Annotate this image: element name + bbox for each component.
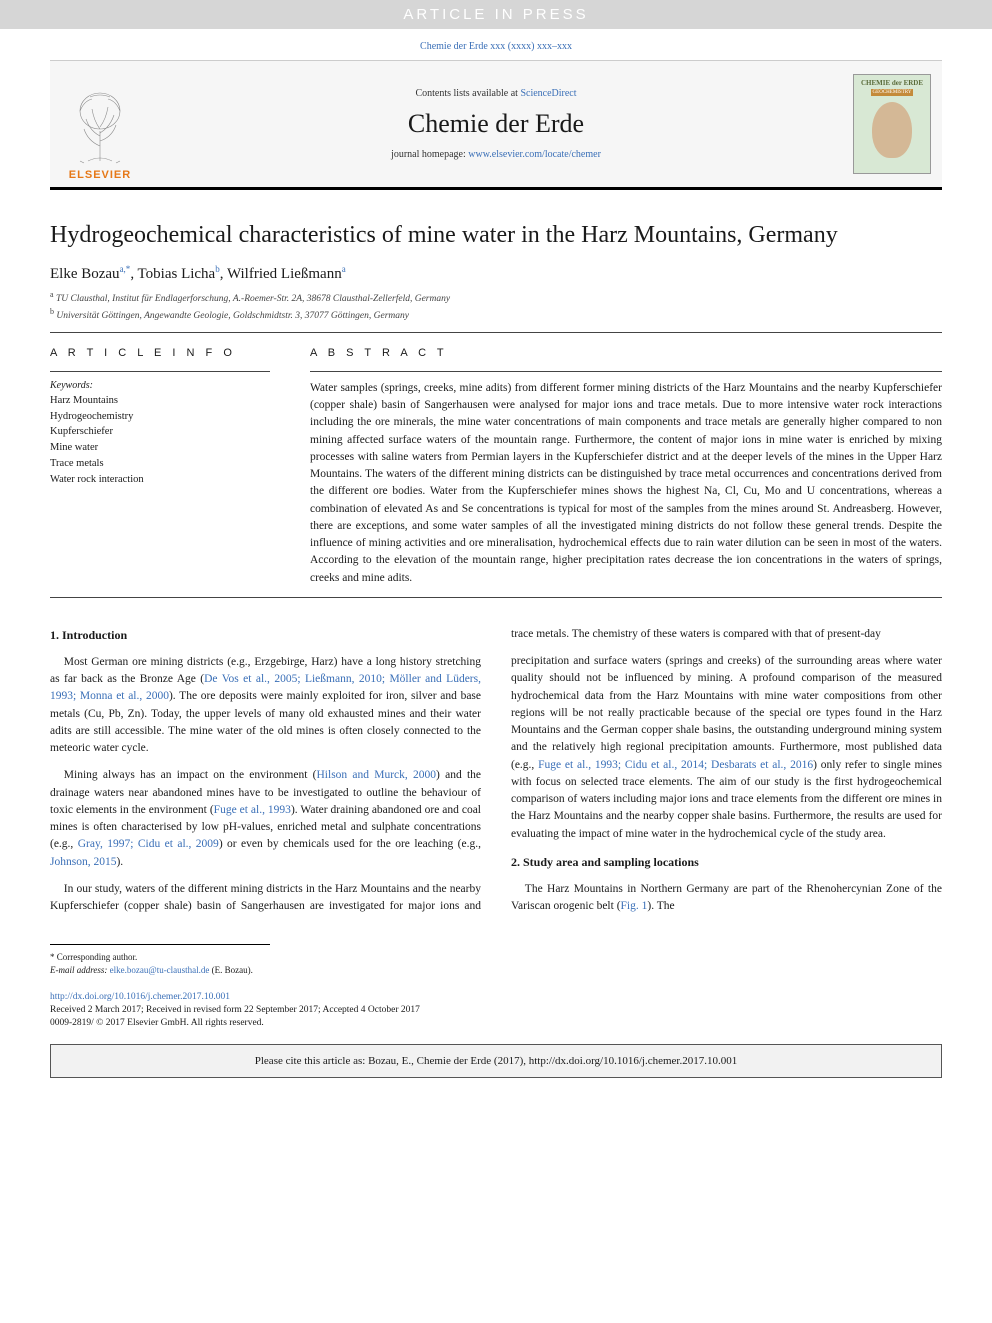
article-in-press-banner: ARTICLE IN PRESS (0, 0, 992, 29)
elsevier-wordmark: ELSEVIER (69, 169, 131, 181)
cover-title: CHEMIE der ERDE (861, 79, 923, 87)
article-info-heading: A R T I C L E I N F O (50, 347, 270, 359)
affiliation-line: a TU Clausthal, Institut für Endlagerfor… (50, 289, 942, 306)
homepage-prefix: journal homepage: (391, 149, 468, 160)
body-text: The Harz Mountains in Northern Germany a… (511, 883, 942, 912)
divider (50, 597, 942, 598)
author-email-link[interactable]: elke.bozau@tu-clausthal.de (110, 965, 210, 975)
email-suffix: (E. Bozau). (209, 965, 252, 975)
article-title: Hydrogeochemical characteristics of mine… (50, 220, 942, 250)
abstract-text: Water samples (springs, creeks, mine adi… (310, 380, 942, 587)
email-label: E-mail address: (50, 965, 110, 975)
keyword-item: Kupferschiefer (50, 424, 270, 440)
citation-link[interactable]: Gray, 1997; Cidu et al., 2009 (78, 838, 219, 850)
divider (310, 371, 942, 372)
doi-block: http://dx.doi.org/10.1016/j.chemer.2017.… (50, 991, 942, 1031)
citation-link[interactable]: Johnson, 2015 (50, 856, 116, 868)
cover-subtitle: GEOCHEMISTRY (871, 89, 914, 96)
body-text: ). The (647, 900, 674, 912)
keyword-item: Harz Mountains (50, 393, 270, 409)
contents-available-line: Contents lists available at ScienceDirec… (415, 88, 576, 99)
cover-thumbnail-block: CHEMIE der ERDE GEOCHEMISTRY (842, 61, 942, 187)
body-paragraph: Mining always has an impact on the envir… (50, 767, 481, 871)
authors-line: Elke Bozaua,*, Tobias Lichab, Wilfried L… (50, 264, 942, 283)
article-main: Hydrogeochemical characteristics of mine… (0, 190, 992, 920)
journal-title: Chemie der Erde (408, 109, 584, 139)
divider (50, 332, 942, 333)
citation-link[interactable]: Fuge et al., 1993 (214, 804, 291, 816)
affiliation-line: b Universität Göttingen, Angewandte Geol… (50, 306, 942, 323)
keyword-item: Hydrogeochemistry (50, 409, 270, 425)
divider (50, 371, 270, 372)
journal-cover-thumbnail: CHEMIE der ERDE GEOCHEMISTRY (853, 74, 931, 174)
body-text: ). (116, 856, 123, 868)
abstract-heading: A B S T R A C T (310, 347, 942, 359)
citation-link[interactable]: Fuge et al., 1993; Cidu et al., 2014; De… (538, 759, 813, 771)
body-text: ) or even by chemicals used for the ore … (219, 838, 481, 850)
keyword-item: Mine water (50, 440, 270, 456)
article-info-column: A R T I C L E I N F O Keywords: Harz Mou… (50, 347, 270, 587)
footnotes: * Corresponding author. E-mail address: … (50, 944, 270, 976)
copyright-line: 0009-2819/ © 2017 Elsevier GmbH. All rig… (50, 1018, 264, 1028)
keywords-label: Keywords: (50, 380, 270, 391)
cover-image-icon (872, 102, 912, 158)
body-paragraph: The Harz Mountains in Northern Germany a… (511, 881, 942, 916)
elsevier-tree-icon (70, 91, 130, 169)
info-abstract-row: A R T I C L E I N F O Keywords: Harz Mou… (50, 347, 942, 587)
body-text: precipitation and surface waters (spring… (511, 655, 942, 771)
sciencedirect-link[interactable]: ScienceDirect (520, 88, 576, 99)
citation-link[interactable]: Hilson and Murck, 2000 (317, 769, 437, 781)
doi-link[interactable]: http://dx.doi.org/10.1016/j.chemer.2017.… (50, 992, 230, 1002)
journal-header: ELSEVIER Contents lists available at Sci… (50, 60, 942, 190)
section-1-heading: 1. Introduction (50, 626, 481, 644)
email-line: E-mail address: elke.bozau@tu-clausthal.… (50, 964, 270, 977)
body-paragraph: Most German ore mining districts (e.g., … (50, 654, 481, 758)
keywords-list: Harz MountainsHydrogeochemistryKupfersch… (50, 393, 270, 488)
received-dates: Received 2 March 2017; Received in revis… (50, 1005, 420, 1015)
figure-link[interactable]: Fig. 1 (621, 900, 648, 912)
keyword-item: Water rock interaction (50, 472, 270, 488)
journal-homepage-link[interactable]: www.elsevier.com/locate/chemer (468, 149, 601, 160)
journal-ref-link[interactable]: Chemie der Erde xxx (xxxx) xxx–xxx (420, 41, 572, 52)
abstract-column: A B S T R A C T Water samples (springs, … (310, 347, 942, 587)
corresponding-author-note: * Corresponding author. (50, 951, 270, 964)
header-center: Contents lists available at ScienceDirec… (150, 61, 842, 187)
keyword-item: Trace metals (50, 456, 270, 472)
affiliations: a TU Clausthal, Institut für Endlagerfor… (50, 289, 942, 324)
body-paragraph: precipitation and surface waters (spring… (511, 653, 942, 843)
body-text: Mining always has an impact on the envir… (64, 769, 317, 781)
please-cite-box: Please cite this article as: Bozau, E., … (50, 1044, 942, 1078)
body-columns: 1. Introduction Most German ore mining d… (50, 626, 942, 921)
section-2-heading: 2. Study area and sampling locations (511, 853, 942, 871)
contents-prefix: Contents lists available at (415, 88, 520, 99)
publisher-logo-block: ELSEVIER (50, 61, 150, 187)
journal-reference: Chemie der Erde xxx (xxxx) xxx–xxx (0, 29, 992, 60)
journal-homepage-line: journal homepage: www.elsevier.com/locat… (391, 149, 601, 160)
